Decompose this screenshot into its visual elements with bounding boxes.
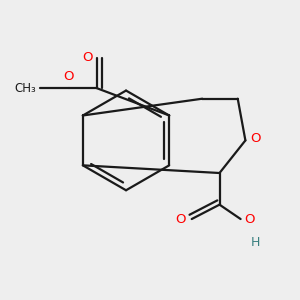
Text: H: H bbox=[251, 236, 260, 248]
Text: O: O bbox=[176, 214, 186, 226]
Text: CH₃: CH₃ bbox=[15, 82, 36, 95]
Text: O: O bbox=[251, 132, 261, 145]
Text: O: O bbox=[244, 214, 255, 226]
Text: O: O bbox=[63, 70, 73, 83]
Text: O: O bbox=[82, 52, 92, 64]
